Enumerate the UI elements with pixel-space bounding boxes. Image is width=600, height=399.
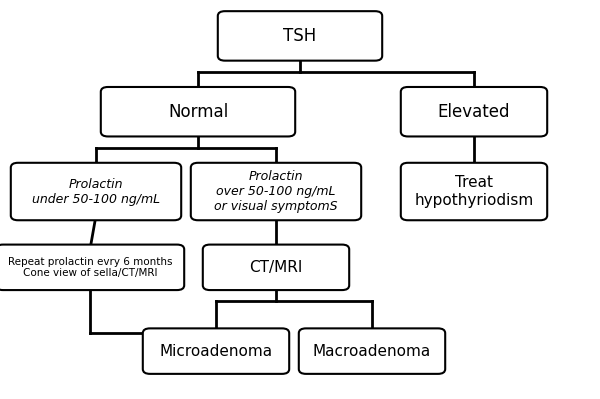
FancyBboxPatch shape — [101, 87, 295, 136]
Text: Elevated: Elevated — [438, 103, 510, 121]
FancyBboxPatch shape — [11, 163, 181, 220]
FancyBboxPatch shape — [143, 328, 289, 374]
FancyBboxPatch shape — [0, 245, 184, 290]
FancyBboxPatch shape — [401, 163, 547, 220]
FancyBboxPatch shape — [218, 11, 382, 61]
Text: Normal: Normal — [168, 103, 228, 121]
Text: Repeat prolactin evry 6 months
Cone view of sella/CT/MRI: Repeat prolactin evry 6 months Cone view… — [8, 257, 172, 278]
Text: Microadenoma: Microadenoma — [160, 344, 272, 359]
Text: Prolactin
over 50-100 ng/mL
or visual symptomS: Prolactin over 50-100 ng/mL or visual sy… — [214, 170, 338, 213]
FancyBboxPatch shape — [299, 328, 445, 374]
Text: TSH: TSH — [283, 27, 317, 45]
FancyBboxPatch shape — [401, 87, 547, 136]
Text: Prolactin
under 50-100 ng/mL: Prolactin under 50-100 ng/mL — [32, 178, 160, 205]
FancyBboxPatch shape — [191, 163, 361, 220]
FancyBboxPatch shape — [203, 245, 349, 290]
Text: Treat
hypothyriodism: Treat hypothyriodism — [415, 175, 533, 208]
Text: Macroadenoma: Macroadenoma — [313, 344, 431, 359]
Text: CT/MRI: CT/MRI — [250, 260, 302, 275]
